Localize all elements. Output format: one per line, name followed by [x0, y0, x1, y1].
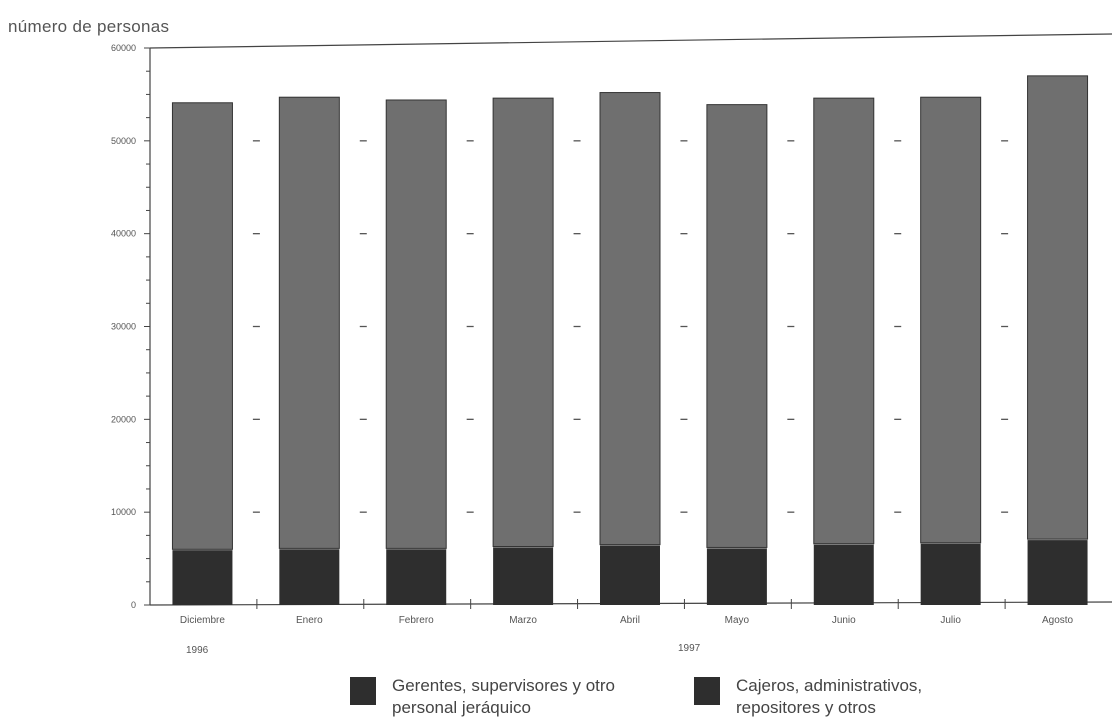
- y-tick-label: 40000: [111, 229, 136, 239]
- x-tick-label: Mayo: [725, 615, 750, 626]
- bar-cashiers: [706, 104, 768, 548]
- x-tick-label: Febrero: [399, 615, 434, 626]
- bar-managers: [1027, 539, 1088, 605]
- legend-swatch-managers: [350, 677, 376, 705]
- x-tick-label: Agosto: [1042, 615, 1074, 626]
- x-tick-label: Abril: [620, 615, 640, 626]
- bar-cashiers: [920, 96, 982, 544]
- y-axis-title: número de personas: [8, 17, 170, 36]
- bar-cashiers: [278, 96, 340, 549]
- legend-item-cashiers: Cajeros, administrativos, repositores y …: [694, 675, 1006, 719]
- y-tick-label: 0: [131, 600, 136, 610]
- legend-item-managers: Gerentes, supervisores y otro personal j…: [350, 675, 662, 719]
- plot-top-border: [149, 33, 1113, 49]
- year-label-1996: 1996: [186, 645, 209, 656]
- bar-cashiers: [1027, 75, 1089, 540]
- y-tick-label: 30000: [111, 322, 136, 332]
- bar-cashiers: [813, 97, 875, 545]
- legend-label-managers: Gerentes, supervisores y otro personal j…: [392, 676, 615, 717]
- x-tick-label: Junio: [832, 615, 856, 626]
- y-tick-label: 50000: [111, 136, 136, 146]
- x-tick-label: Julio: [940, 615, 961, 626]
- bar-cashiers: [599, 92, 661, 546]
- bar-cashiers: [171, 102, 233, 550]
- bar-cashiers: [492, 97, 554, 548]
- bar-managers: [600, 544, 660, 605]
- x-tick-label: Marzo: [509, 615, 537, 626]
- y-tick-label: 20000: [111, 414, 136, 424]
- x-tick-label: Diciembre: [180, 615, 225, 626]
- bar-managers: [386, 548, 447, 605]
- bar-cashiers: [385, 99, 447, 549]
- y-tick-label: 60000: [111, 43, 136, 53]
- bar-managers: [279, 548, 340, 605]
- bar-managers: [172, 549, 233, 605]
- year-label-1997: 1997: [678, 643, 701, 654]
- bar-managers: [813, 543, 874, 605]
- legend-swatch-cashiers: [694, 677, 720, 705]
- legend-label-cashiers: Cajeros, administrativos, repositores y …: [736, 676, 923, 717]
- x-tick-label: Enero: [296, 615, 323, 626]
- bar-managers: [920, 542, 981, 605]
- bar-managers: [493, 546, 554, 605]
- bar-managers: [706, 547, 767, 605]
- y-tick-label: 10000: [111, 507, 136, 517]
